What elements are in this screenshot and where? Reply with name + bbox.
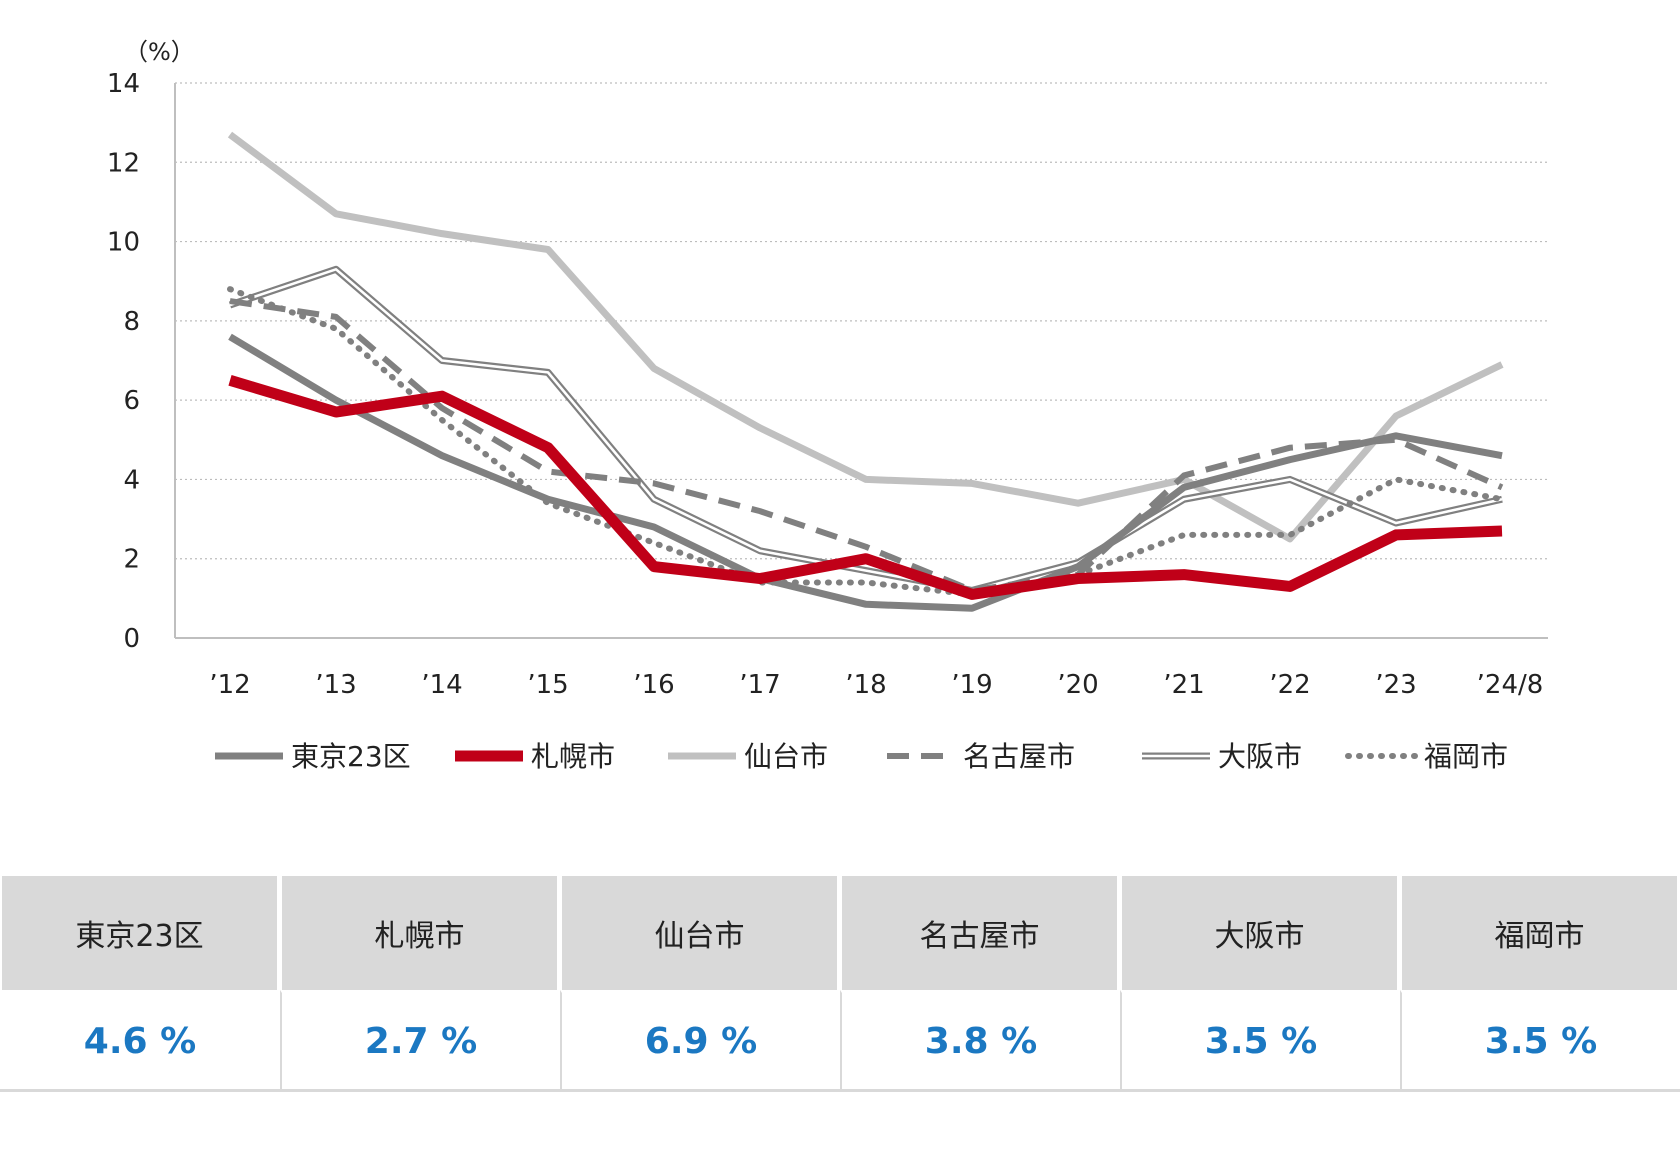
series-path-inner [229,268,1503,592]
y-tick-label: 0 [123,624,140,654]
series-path [227,286,1505,598]
series-path [227,131,1504,543]
x-tick-label: ’23 [1375,670,1416,700]
legend-item: 仙台市 [668,740,828,773]
x-tick-label: ’21 [1163,670,1204,700]
y-tick-label: 8 [123,307,140,337]
y-tick-label: 10 [107,228,140,258]
x-tick-label: ’12 [209,670,250,700]
vacancy-rate-line-chart: （%） 0 2 4 6 8 10 12 14 ’12 ’13 ’14 ’15 ’16 ’17 ’18 ’19 ’… [107,38,1548,773]
legend-item: 福岡市 [1345,740,1508,773]
x-tick-label: ’17 [739,670,780,700]
summary-header-cell: 大阪市 [1120,876,1400,990]
series-line [228,375,1503,600]
legend-item: 大阪市 [1142,740,1302,773]
x-tick-label: ’16 [633,670,674,700]
legend-label: 札幌市 [531,740,615,773]
legend-item: 東京23区 [215,740,411,773]
y-tick-label: 12 [107,148,140,178]
x-tick-label: ’13 [315,670,356,700]
series-path [229,298,1504,594]
x-tick-label: ’14 [421,670,462,700]
x-tick-label: ’20 [1057,670,1098,700]
series-path [228,375,1503,600]
summary-header-cell: 名古屋市 [840,876,1120,990]
summary-table: 東京23区 札幌市 仙台市 名古屋市 大阪市 福岡市 4.6 % 2.7 % 6.9 % 3.8 … [0,876,1680,1092]
legend-label: 福岡市 [1424,740,1508,773]
y-tick-label: 6 [123,386,140,416]
summary-value-cell: 3.5 % [1400,990,1680,1089]
legend-label: 東京23区 [291,740,411,773]
legend-item: 名古屋市 [887,740,1075,773]
summary-value-cell: 6.9 % [560,990,840,1089]
summary-value-cell: 3.5 % [1120,990,1400,1089]
summary-value-cell: 2.7 % [280,990,560,1089]
legend-label: 仙台市 [744,740,828,773]
x-tick-label: ’24/8 [1477,670,1544,700]
legend-item: 札幌市 [455,740,615,773]
series-line [227,286,1505,598]
series-path [228,333,1503,612]
series-line [227,131,1504,543]
summary-header-cell: 札幌市 [280,876,560,990]
y-tick-label: 2 [123,545,140,575]
y-axis-unit-label: （%） [124,38,195,66]
summary-header-cell: 仙台市 [560,876,840,990]
summary-header-cell: 東京23区 [0,876,280,990]
x-tick-label: ’15 [527,670,568,700]
series-line [229,298,1504,594]
summary-value-cell: 3.8 % [840,990,1120,1089]
legend-label: 大阪市 [1218,740,1302,773]
y-tick-label: 4 [123,465,140,495]
series-line [228,265,1503,594]
x-tick-label: ’22 [1269,670,1310,700]
y-tick-label: 14 [107,69,140,99]
legend-label: 名古屋市 [963,740,1075,773]
summary-value-cell: 4.6 % [0,990,280,1089]
x-tick-label: ’19 [951,670,992,700]
x-tick-label: ’18 [845,670,886,700]
series-path [228,265,1503,594]
series-line [228,333,1503,612]
summary-header-cell: 福岡市 [1400,876,1680,990]
